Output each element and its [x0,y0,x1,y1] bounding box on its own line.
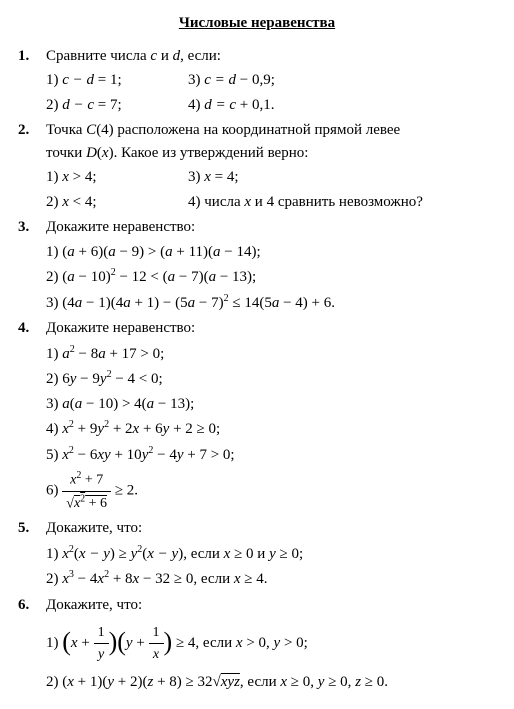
problem-number: 4. [18,317,46,514]
problem-number: 5. [18,517,46,591]
subitem: 3) c = d − 0,9; [188,69,275,92]
subitem: 2) x < 4; [46,191,188,214]
subitem: 2) (x + 1)(y + 2)(z + 8) ≥ 32√xyz, если … [46,671,496,694]
problem-intro: Сравните числа c и d, если: [46,45,496,68]
page-title: Числовые неравенства [18,12,496,35]
subitem: 1) a2 − 8a + 17 > 0; [46,342,496,366]
subitem: 1) c − d = 1; [46,69,188,92]
problem-5: 5. Докажите, что: 1) x2(x − y) ≥ y2(x − … [18,517,496,591]
subitem: 2) d − c = 7; [46,94,188,117]
subitem: 3) a(a − 10) > 4(a − 13); [46,393,496,416]
problem-intro: Докажите неравенство: [46,317,496,340]
problem-3: 3. Докажите неравенство: 1) (a + 6)(a − … [18,216,496,314]
subitem: 2) 6y − 9y2 − 4 < 0; [46,367,496,391]
subitem: 4) числа x и 4 сравнить невозможно? [188,191,423,214]
subitem: 4) x2 + 9y2 + 2x + 6y + 2 ≥ 0; [46,417,496,441]
problem-1: 1. Сравните числа c и d, если: 1) c − d … [18,45,496,117]
subitem: 2) x3 − 4x2 + 8x − 32 ≥ 0, если x ≥ 4. [46,567,496,591]
subitem: 5) x2 − 6xy + 10y2 − 4y + 7 > 0; [46,443,496,467]
problem-number: 2. [18,119,46,213]
problem-intro: Докажите, что: [46,517,496,540]
subitem: 4) d = c + 0,1. [188,94,275,117]
problem-intro: Точка C(4) расположена на координатной п… [46,119,496,142]
subitem: 6) x2 + 7 √x2 + 6 ≥ 2. [46,468,496,514]
subitem: 1) (x + 1y)(y + 1x) ≥ 4, если x > 0, y >… [46,622,496,665]
problem-intro: Докажите, что: [46,594,496,617]
problem-number: 3. [18,216,46,314]
problem-4: 4. Докажите неравенство: 1) a2 − 8a + 17… [18,317,496,514]
problem-6: 6. Докажите, что: 1) (x + 1y)(y + 1x) ≥ … [18,594,496,694]
subitem: 3) x = 4; [188,166,239,189]
problem-intro: точки D(x). Какое из утверждений верно: [46,142,496,165]
problem-2: 2. Точка C(4) расположена на координатно… [18,119,496,213]
subitem: 1) x2(x − y) ≥ y2(x − y), если x ≥ 0 и y… [46,542,496,566]
subitem: 2) (a − 10)2 − 12 < (a − 7)(a − 13); [46,265,496,289]
problem-number: 1. [18,45,46,117]
problem-intro: Докажите неравенство: [46,216,496,239]
subitem: 1) (a + 6)(a − 9) > (a + 11)(a − 14); [46,241,496,264]
problem-number: 6. [18,594,46,694]
subitem: 3) (4a − 1)(4a + 1) − (5a − 7)2 ≤ 14(5a … [46,291,496,315]
subitem: 1) x > 4; [46,166,188,189]
